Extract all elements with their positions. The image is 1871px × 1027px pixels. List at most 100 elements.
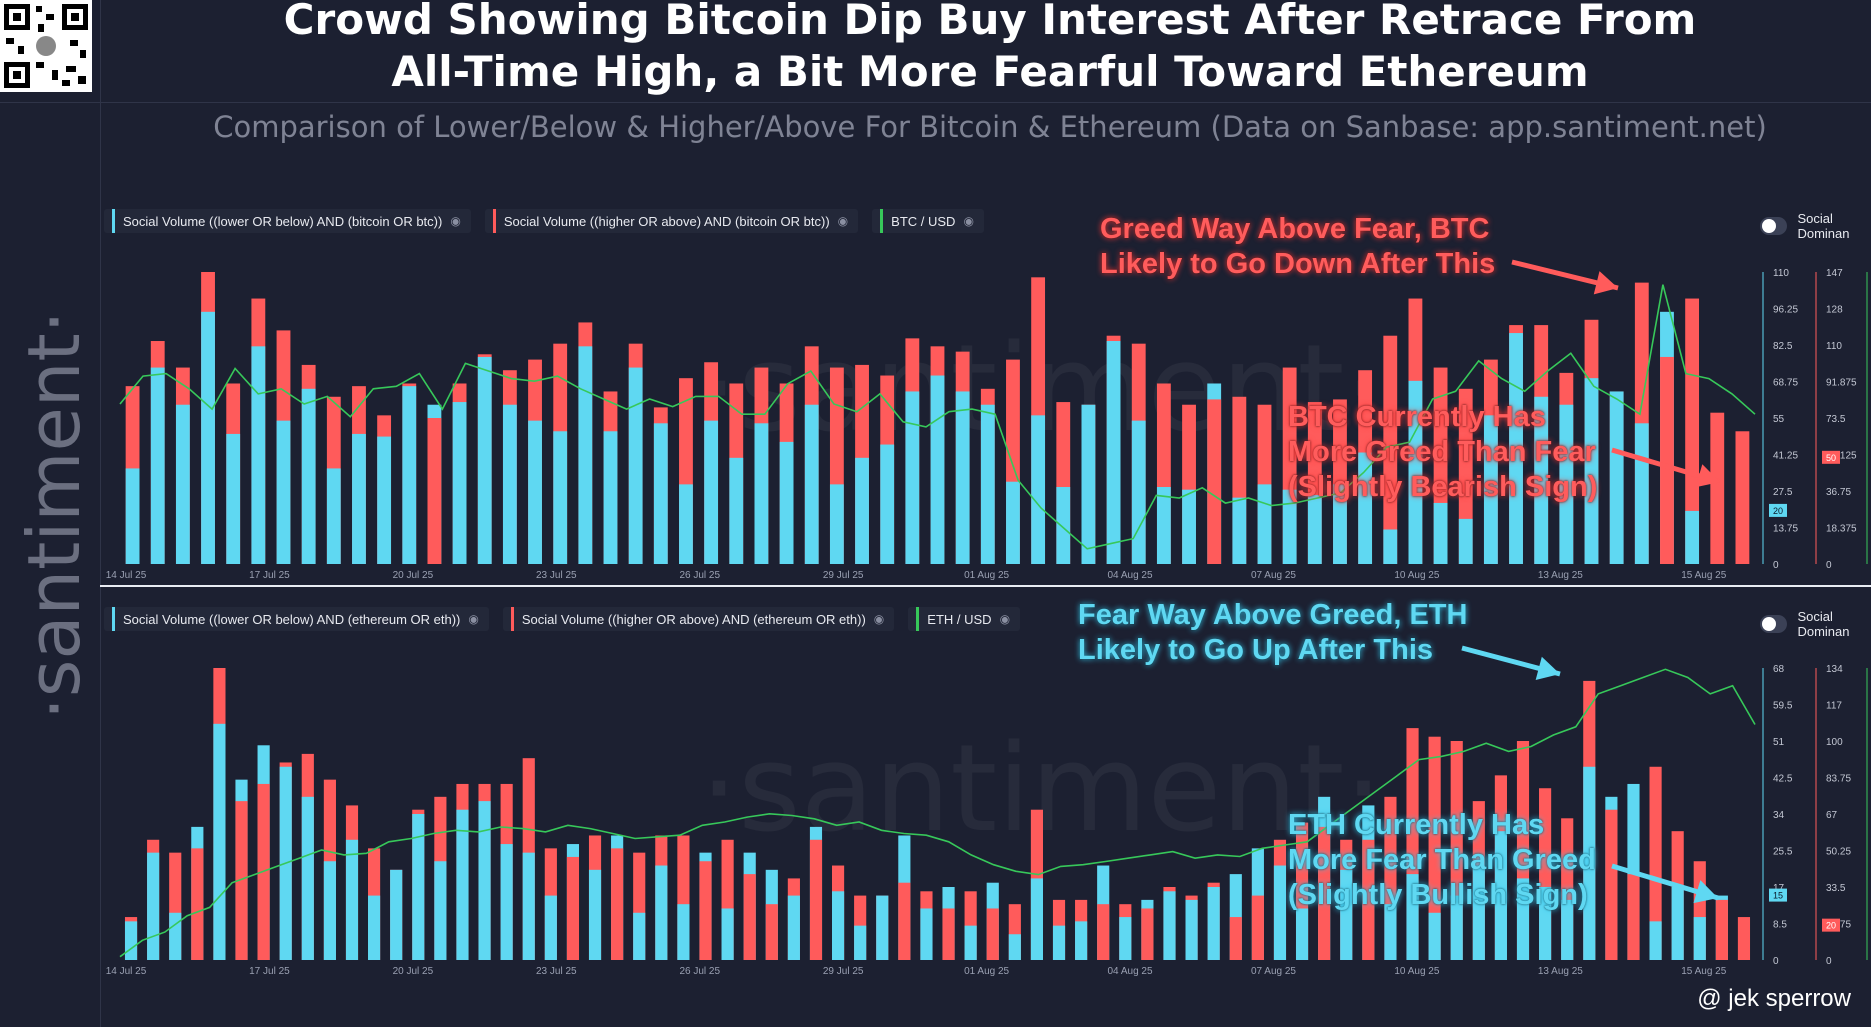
btc-fear-bar [301,388,316,564]
eth-fear-bar [1185,899,1198,960]
left-divider [100,0,101,1027]
eye-icon[interactable]: ◉ [999,612,1011,626]
btc-price-line [119,284,1756,550]
btc-fear-bar [1156,487,1171,564]
annotation-eth-current: ETH Currently Has More Fear Than Greed (… [1288,808,1596,913]
btc-greed-bar [1207,399,1222,564]
btc-fear-bar [628,367,643,564]
social-dominance-toggle-bottom[interactable]: Social Dominan [1760,609,1871,639]
eth-fear-bar [1539,887,1552,960]
eth-fear-bar [1295,908,1309,960]
btc-fear-bar [1534,396,1549,564]
social2-axis-tick-label: 67 [1826,810,1838,821]
annotation-arrowhead [1695,464,1720,488]
eth-fear-bar [655,865,668,960]
btc-greed-bar [1735,431,1750,564]
eth-fear-bar [1406,874,1419,960]
btc-fear-bar [175,404,190,564]
eth-greed-bar [1097,904,1110,960]
eth-greed-bar [942,908,955,960]
social2-axis-tick-label: 0 [1826,560,1832,571]
btc-fear-bar [1559,404,1574,564]
eth-fear-bar [1649,921,1662,960]
legend-swatch-price [880,209,884,233]
btc-fear-bar [125,468,140,564]
eth-greed-bar [898,882,911,960]
x-tick-label: 01 Aug 25 [964,570,1009,581]
btc-greed-bar [1710,412,1725,564]
panel-separator [100,585,1871,587]
social-axis-tick-label: 68 [1773,664,1785,675]
chart-title: Crowd Showing Bitcoin Dip Buy Interest A… [140,0,1840,98]
eth-fear-bar [1008,934,1021,960]
social2-axis-tick-label: 55.125 [1826,451,1857,462]
toggle-switch[interactable] [1760,217,1788,235]
social2-axis-tick-label: 50.25 [1826,847,1851,858]
legend-eth-price[interactable]: ETH / USD ◉ [908,607,1021,631]
social-axis-tick-label: 0 [1773,956,1779,967]
annotation-btc-current: BTC Currently Has More Greed Than Fear (… [1288,400,1597,505]
eth-fear-bar [1163,891,1176,960]
eth-fear-bar [478,801,491,960]
x-tick-label: 23 Jul 25 [536,966,577,977]
btc-fear-bar [1081,404,1096,564]
eth-fear-bar [1561,899,1574,960]
eth-greed-bar [1229,917,1242,960]
eth-fear-bar [213,723,226,960]
eth-fear-bar [1494,831,1507,960]
legend-eth-fear[interactable]: Social Volume ((lower OR below) AND (eth… [104,607,489,631]
btc-fear-bar [1282,489,1297,564]
eye-icon[interactable]: ◉ [450,214,461,228]
eye-icon[interactable]: ◉ [963,214,974,228]
social-axis-tick-label: 17 [1773,883,1785,894]
eth-price-line [119,668,1756,958]
eth-fear-bar [323,861,336,960]
btc-fear-bar [1634,423,1649,564]
legend-btc-fear-label: Social Volume ((lower OR below) AND (bit… [123,213,443,229]
legend-btc-price[interactable]: BTC / USD ◉ [872,209,984,233]
social-axis-tick-label: 110 [1773,268,1789,279]
annotation-line: More Greed Than Fear [1288,436,1596,468]
current-greed-badge [1822,450,1840,464]
legend-btc-fear[interactable]: Social Volume ((lower OR below) AND (bit… [104,209,471,233]
btc-fear-bar [653,423,668,564]
annotation-line: More Fear Than Greed [1288,844,1596,876]
btc-fear-bar [1358,452,1373,564]
eth-greed-bar [1649,766,1662,960]
social-axis-tick-label: 51 [1773,737,1785,748]
current-fear-value: 15 [1773,891,1783,901]
btc-fear-bar [452,402,467,564]
eye-icon[interactable]: ◉ [468,612,479,626]
legend-btc-greed[interactable]: Social Volume ((higher OR above) AND (bi… [484,209,859,233]
btc-fear-bar [1483,415,1498,564]
eth-fear-bar [721,908,734,960]
eth-fear-bar [390,869,403,960]
annotation-btc-top: Greed Way Above Fear, BTC Likely to Go D… [1100,212,1495,282]
eth-legend: Social Volume ((lower OR below) AND (eth… [104,607,1021,631]
toggle-switch[interactable] [1760,615,1788,633]
social-dominance-toggle-top[interactable]: Social Dominan [1760,211,1871,241]
toggle-label: Social Dominan [1797,211,1850,241]
eye-icon[interactable]: ◉ [837,214,849,228]
eth-greed-bar [699,861,712,960]
social2-axis-tick-label: 117 [1826,701,1842,712]
eth-fear-bar [124,921,138,960]
x-tick-label: 13 Aug 25 [1538,570,1583,581]
x-tick-label: 10 Aug 25 [1394,966,1439,977]
current-fear-badge [1769,503,1787,517]
btc-fear-bar [729,457,744,564]
btc-fear-bar [502,404,517,564]
eth-greed-bar [1318,826,1331,960]
social2-axis-tick-label: 134 [1826,664,1843,675]
btc-fear-bar [201,311,215,564]
social2-axis-tick-label: 110 [1826,341,1842,352]
legend-eth-greed[interactable]: Social Volume ((higher OR above) AND (et… [502,607,895,631]
eth-greed-bar [1715,899,1728,960]
btc-fear-bar [1509,333,1523,564]
eth-fear-bar [1428,912,1441,960]
btc-fear-bar [930,375,945,564]
social-axis-tick-label: 59.5 [1773,701,1793,712]
social-axis-tick-label: 55 [1773,414,1785,425]
btc-greed-bar [1660,356,1674,564]
eye-icon[interactable]: ◉ [873,612,885,626]
